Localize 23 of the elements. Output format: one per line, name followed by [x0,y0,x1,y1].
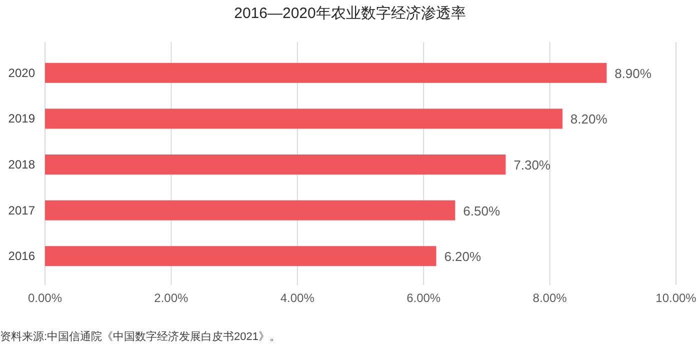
bar [45,154,506,174]
text: 资料来源:中国信通院《中国数字经济发展白皮书2021》。 [0,330,281,343]
y-tick-label: 2020 [8,66,36,80]
chart-title: 2016—2020年农业数字经济渗透率 [234,5,466,22]
x-tick-label: 10.00% [656,291,697,305]
x-tick-label: 6.00% [406,291,441,305]
y-tick-label: 2016 [8,249,36,264]
data-label: 8.90% [614,66,652,81]
data-label: 7.30% [514,158,551,172]
y-tick-label: 2019 [8,112,36,126]
x-tick-label: 0.00% [28,291,62,305]
data-label: 6.20% [444,249,482,264]
y-tick-label: 2017 [8,203,36,218]
data-label: 6.50% [463,203,500,218]
data-label: 8.20% [570,112,608,127]
bar [45,108,562,129]
x-tick-label: 8.00% [532,291,568,305]
bar [45,200,456,220]
bar [45,246,436,266]
bar [45,62,607,83]
x-tick-label: 4.00% [280,291,315,305]
x-tick-label: 2.00% [154,291,189,305]
y-tick-label: 2018 [8,158,36,172]
